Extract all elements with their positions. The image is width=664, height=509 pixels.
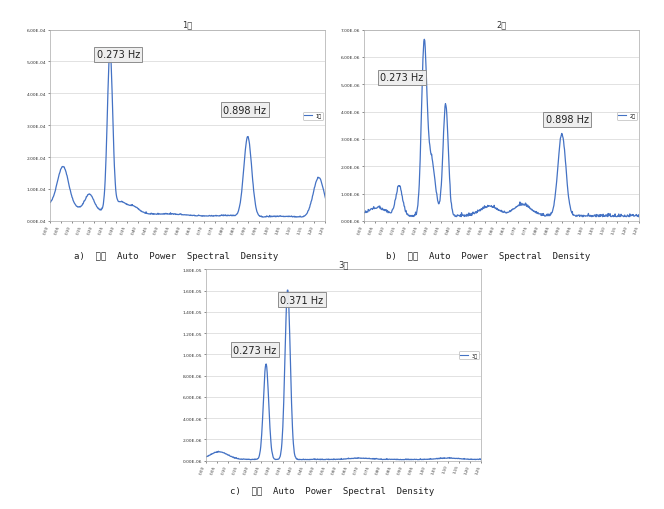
Title: 2번: 2번 <box>497 21 507 30</box>
Text: b)  ②번  Auto  Power  Spectral  Density: b) ②번 Auto Power Spectral Density <box>386 252 590 261</box>
Title: 1번: 1번 <box>183 21 193 30</box>
Legend: 1번: 1번 <box>303 112 323 121</box>
Text: 0.898 Hz: 0.898 Hz <box>223 106 266 116</box>
Text: 0.273 Hz: 0.273 Hz <box>380 73 424 83</box>
Title: 3번: 3번 <box>339 260 349 269</box>
Legend: 2번: 2번 <box>617 112 637 121</box>
Text: a)  ①번  Auto  Power  Spectral  Density: a) ①번 Auto Power Spectral Density <box>74 252 278 261</box>
Legend: 3번: 3번 <box>459 352 479 360</box>
Text: 0.273 Hz: 0.273 Hz <box>97 50 140 61</box>
Text: 0.898 Hz: 0.898 Hz <box>546 115 589 125</box>
Text: 0.273 Hz: 0.273 Hz <box>234 345 277 355</box>
Text: c)  ③번  Auto  Power  Spectral  Density: c) ③번 Auto Power Spectral Density <box>230 486 434 495</box>
Text: 0.371 Hz: 0.371 Hz <box>280 295 323 305</box>
